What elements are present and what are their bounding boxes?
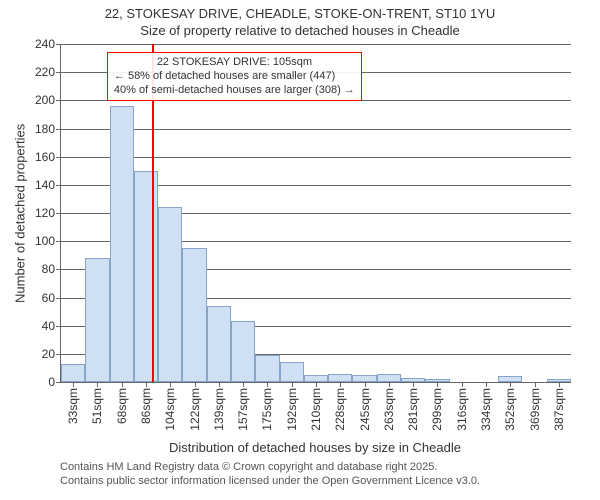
xtick-mark — [219, 382, 220, 387]
footer-attribution: Contains HM Land Registry data © Crown c… — [60, 460, 480, 489]
xtick-label: 228sqm — [333, 388, 347, 431]
ytick-mark — [56, 298, 61, 299]
xtick-label: 104sqm — [163, 388, 177, 431]
histogram-bar — [158, 207, 182, 382]
histogram-bar — [377, 374, 401, 382]
footer-line-2: Contains public sector information licen… — [60, 474, 480, 488]
xtick-label: 68sqm — [115, 388, 129, 424]
annotation-line-1: 22 STOKESAY DRIVE: 105sqm — [114, 56, 355, 70]
title-line-1: 22, STOKESAY DRIVE, CHEADLE, STOKE-ON-TR… — [0, 6, 600, 23]
histogram-bar — [352, 375, 376, 382]
ytick-label: 220 — [35, 65, 55, 79]
ytick-label: 140 — [35, 178, 55, 192]
xtick-label: 139sqm — [212, 388, 226, 431]
ytick-label: 200 — [35, 93, 55, 107]
x-axis-label: Distribution of detached houses by size … — [169, 440, 461, 455]
title-line-2: Size of property relative to detached ho… — [0, 23, 600, 40]
ytick-label: 40 — [42, 319, 55, 333]
ytick-label: 120 — [35, 206, 55, 220]
xtick-mark — [462, 382, 463, 387]
xtick-label: 122sqm — [188, 388, 202, 431]
xtick-mark — [510, 382, 511, 387]
xtick-label: 245sqm — [358, 388, 372, 431]
histogram-bar — [85, 258, 109, 382]
xtick-label: 299sqm — [430, 388, 444, 431]
ytick-label: 240 — [35, 37, 55, 51]
xtick-mark — [73, 382, 74, 387]
ytick-mark — [56, 241, 61, 242]
histogram-bar — [110, 106, 134, 382]
xtick-mark — [316, 382, 317, 387]
histogram-bar — [280, 362, 304, 382]
ytick-label: 80 — [42, 262, 55, 276]
gridline-h — [61, 157, 571, 158]
ytick-mark — [56, 326, 61, 327]
xtick-mark — [559, 382, 560, 387]
histogram-bar — [182, 248, 206, 382]
ytick-mark — [56, 100, 61, 101]
xtick-label: 263sqm — [382, 388, 396, 431]
ytick-mark — [56, 213, 61, 214]
chart-container: 22, STOKESAY DRIVE, CHEADLE, STOKE-ON-TR… — [0, 0, 600, 500]
histogram-bar — [134, 171, 158, 382]
xtick-mark — [365, 382, 366, 387]
ytick-mark — [56, 44, 61, 45]
xtick-label: 352sqm — [503, 388, 517, 431]
ytick-label: 60 — [42, 291, 55, 305]
xtick-mark — [170, 382, 171, 387]
ytick-mark — [56, 72, 61, 73]
xtick-mark — [267, 382, 268, 387]
xtick-label: 387sqm — [552, 388, 566, 431]
xtick-label: 334sqm — [479, 388, 493, 431]
xtick-label: 157sqm — [236, 388, 250, 431]
xtick-mark — [413, 382, 414, 387]
ytick-mark — [56, 382, 61, 383]
footer-line-1: Contains HM Land Registry data © Crown c… — [60, 460, 480, 474]
y-axis-label: Number of detached properties — [13, 124, 28, 303]
xtick-label: 281sqm — [406, 388, 420, 431]
xtick-mark — [97, 382, 98, 387]
xtick-label: 51sqm — [90, 388, 104, 424]
gridline-h — [61, 44, 571, 45]
xtick-mark — [292, 382, 293, 387]
annotation-box: 22 STOKESAY DRIVE: 105sqm← 58% of detach… — [107, 52, 362, 101]
ytick-mark — [56, 185, 61, 186]
xtick-mark — [340, 382, 341, 387]
ytick-label: 180 — [35, 122, 55, 136]
annotation-line-2: ← 58% of detached houses are smaller (44… — [114, 70, 355, 84]
xtick-mark — [535, 382, 536, 387]
ytick-label: 0 — [48, 375, 55, 389]
xtick-label: 33sqm — [66, 388, 80, 424]
gridline-h — [61, 129, 571, 130]
xtick-label: 316sqm — [455, 388, 469, 431]
xtick-mark — [389, 382, 390, 387]
xtick-mark — [486, 382, 487, 387]
xtick-mark — [243, 382, 244, 387]
xtick-mark — [195, 382, 196, 387]
histogram-bar — [255, 355, 279, 382]
xtick-mark — [437, 382, 438, 387]
histogram-bar — [328, 374, 352, 382]
histogram-bar — [61, 364, 85, 382]
ytick-mark — [56, 157, 61, 158]
ytick-mark — [56, 354, 61, 355]
xtick-label: 210sqm — [309, 388, 323, 431]
xtick-label: 86sqm — [139, 388, 153, 424]
ytick-mark — [56, 269, 61, 270]
xtick-label: 175sqm — [260, 388, 274, 431]
histogram-bar — [304, 375, 328, 382]
plot-area: 02040608010012014016018020022024033sqm51… — [60, 44, 571, 383]
xtick-mark — [146, 382, 147, 387]
ytick-label: 160 — [35, 150, 55, 164]
ytick-label: 20 — [42, 347, 55, 361]
ytick-mark — [56, 129, 61, 130]
xtick-label: 192sqm — [285, 388, 299, 431]
xtick-mark — [122, 382, 123, 387]
xtick-label: 369sqm — [528, 388, 542, 431]
histogram-bar — [231, 321, 255, 382]
annotation-line-3: 40% of semi-detached houses are larger (… — [114, 84, 355, 98]
histogram-bar — [207, 306, 231, 382]
ytick-label: 100 — [35, 234, 55, 248]
